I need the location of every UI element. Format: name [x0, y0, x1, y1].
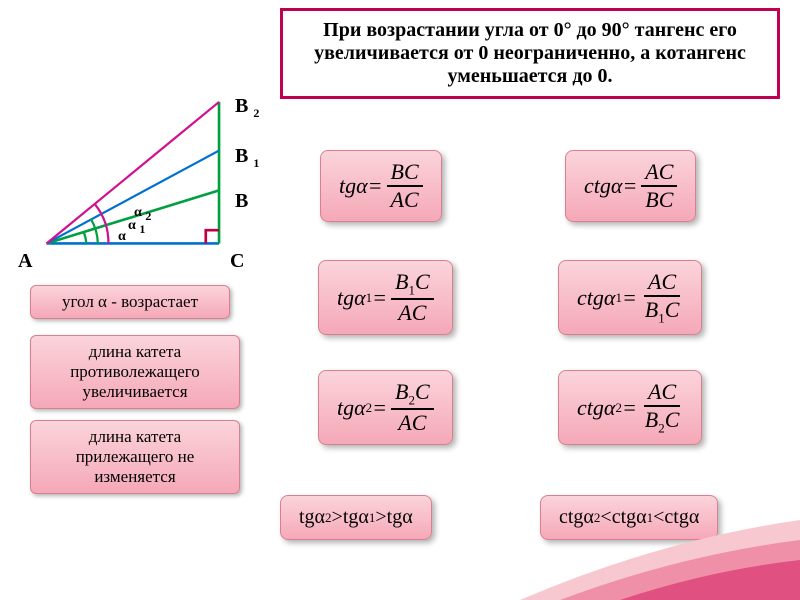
inequality-tg: tgα 2 > tgα 1 > tgα	[280, 495, 432, 540]
point-A: A	[18, 250, 32, 273]
point-B1: В 1	[235, 145, 259, 171]
box-opposite-increases: длина катета противолежащего увеличивает…	[30, 335, 240, 409]
formula-ctg-alpha1: ctgα1 = ACB1C	[558, 260, 702, 335]
angle-alpha: α	[118, 229, 126, 245]
angle-alpha2: α 2	[134, 205, 151, 224]
box-angle-increases: угол α - возрастает	[30, 285, 230, 319]
formula-ctg-alpha2: ctgα2 = ACB2C	[558, 370, 702, 445]
point-B2: В 2	[235, 95, 259, 121]
point-C: С	[230, 250, 244, 273]
header-statement: При возрастании угла от 0° до 90° танген…	[280, 8, 780, 99]
box-adjacent-unchanged: длина катета прилежащего не изменяется	[30, 420, 240, 494]
formula-tg-alpha2: tgα2 = B2CAC	[318, 370, 453, 445]
point-B: В	[235, 190, 248, 213]
formula-ctg-alpha: ctgα = ACBC	[565, 150, 696, 222]
corner-decoration	[520, 510, 800, 600]
formula-tg-alpha: tgα = BCAC	[320, 150, 442, 222]
formula-tg-alpha1: tgα1 = B1CAC	[318, 260, 453, 335]
